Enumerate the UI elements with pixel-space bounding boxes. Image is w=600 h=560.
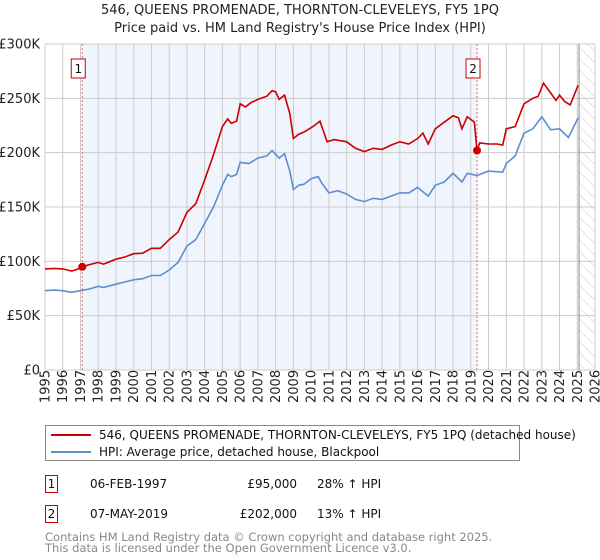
x-tick-label: 2014 bbox=[376, 370, 391, 403]
legend-swatch-property bbox=[51, 434, 91, 436]
x-tick-label: 1998 bbox=[92, 370, 107, 403]
sale-label: 1 bbox=[74, 62, 82, 76]
sale-price: £95,000 bbox=[247, 477, 297, 491]
y-tick-label: £300K bbox=[0, 38, 40, 53]
sale-label-box bbox=[70, 58, 86, 79]
x-tick-label: 2001 bbox=[145, 370, 160, 403]
x-tick-label: 2015 bbox=[393, 370, 408, 403]
sale-badge: 2 bbox=[45, 505, 58, 523]
x-tick-label: 1996 bbox=[56, 370, 71, 403]
x-tick-label: 2007 bbox=[251, 370, 266, 403]
x-tick-label: 2018 bbox=[447, 370, 462, 403]
x-tick-label: 2002 bbox=[163, 370, 178, 403]
sale-badge: 1 bbox=[45, 475, 58, 493]
sale-row-1: 1 06-FEB-1997 £95,000 28% ↑ HPI bbox=[45, 475, 445, 495]
legend-swatch-hpi bbox=[51, 451, 91, 453]
legend-item-hpi: HPI: Average price, detached house, Blac… bbox=[46, 444, 519, 460]
x-tick-label: 2010 bbox=[305, 370, 320, 403]
x-tick-label: 2008 bbox=[269, 370, 284, 403]
x-tick-label: 2026 bbox=[589, 370, 600, 403]
y-tick-label: £100K bbox=[0, 255, 40, 270]
x-tick-label: 2006 bbox=[234, 370, 249, 403]
sale-hpi-diff: 13% ↑ HPI bbox=[317, 507, 382, 521]
y-tick-label: £200K bbox=[0, 146, 40, 161]
x-tick-label: 2017 bbox=[429, 370, 444, 403]
x-tick-label: 1995 bbox=[39, 370, 54, 403]
x-tick-label: 1999 bbox=[109, 370, 124, 403]
x-tick-label: 2011 bbox=[322, 370, 337, 403]
x-tick-label: 2019 bbox=[464, 370, 479, 403]
x-tick-label: 1997 bbox=[74, 370, 89, 403]
legend-label-hpi: HPI: Average price, detached house, Blac… bbox=[99, 445, 380, 459]
sale-label: 2 bbox=[469, 62, 477, 76]
x-tick-label: 2021 bbox=[500, 370, 515, 403]
sale-row-2: 2 07-MAY-2019 £202,000 13% ↑ HPI bbox=[45, 505, 445, 525]
sale-price: £202,000 bbox=[239, 507, 297, 521]
sale-point bbox=[78, 262, 87, 271]
price-chart: 1995 1996 1997 1998 1999 2000 2001 2002 2003 2004… bbox=[0, 38, 600, 404]
x-tick-label: 2016 bbox=[411, 370, 426, 403]
footer-licence: This data is licensed under the Open Gov… bbox=[45, 541, 412, 555]
x-tick-label: 2013 bbox=[358, 370, 373, 403]
chart-legend: 546, QUEENS PROMENADE, THORNTON-CLEVELEY… bbox=[45, 425, 576, 461]
x-tick-label: 2012 bbox=[340, 370, 355, 403]
sale-point bbox=[473, 146, 482, 155]
x-tick-label: 2024 bbox=[553, 370, 568, 403]
series-line bbox=[44, 115, 579, 294]
x-tick-label: 2003 bbox=[180, 370, 195, 403]
y-tick-label: £0 bbox=[23, 364, 40, 379]
y-tick-label: £150K bbox=[0, 201, 40, 216]
y-tick-label: £50K bbox=[7, 309, 41, 324]
x-tick-label: 2022 bbox=[518, 370, 533, 403]
x-tick-label: 2023 bbox=[535, 370, 550, 403]
x-tick-label: 2005 bbox=[216, 370, 231, 403]
sale-date: 06-FEB-1997 bbox=[90, 477, 168, 491]
x-tick-label: 2000 bbox=[127, 370, 142, 403]
x-tick-label: 2009 bbox=[287, 370, 302, 403]
chart-subtitle: Price paid vs. HM Land Registry's House … bbox=[114, 21, 486, 36]
sale-hpi-diff: 28% ↑ HPI bbox=[317, 477, 382, 491]
x-tick-label: 2004 bbox=[198, 370, 213, 403]
x-tick-label: 2025 bbox=[571, 370, 586, 403]
legend-item-property: 546, QUEENS PROMENADE, THORNTON-CLEVELEY… bbox=[46, 427, 576, 443]
x-tick-label: 2020 bbox=[482, 370, 497, 403]
chart-title: 546, QUEENS PROMENADE, THORNTON-CLEVELEY… bbox=[100, 3, 500, 18]
series-line bbox=[44, 81, 579, 272]
sale-date: 07-MAY-2019 bbox=[90, 507, 169, 521]
footer-copyright: Contains HM Land Registry data © Crown c… bbox=[45, 530, 493, 544]
y-tick-label: £250K bbox=[0, 92, 40, 107]
sale-label-box bbox=[465, 58, 481, 79]
legend-label-property: 546, QUEENS PROMENADE, THORNTON-CLEVELEY… bbox=[99, 428, 576, 442]
